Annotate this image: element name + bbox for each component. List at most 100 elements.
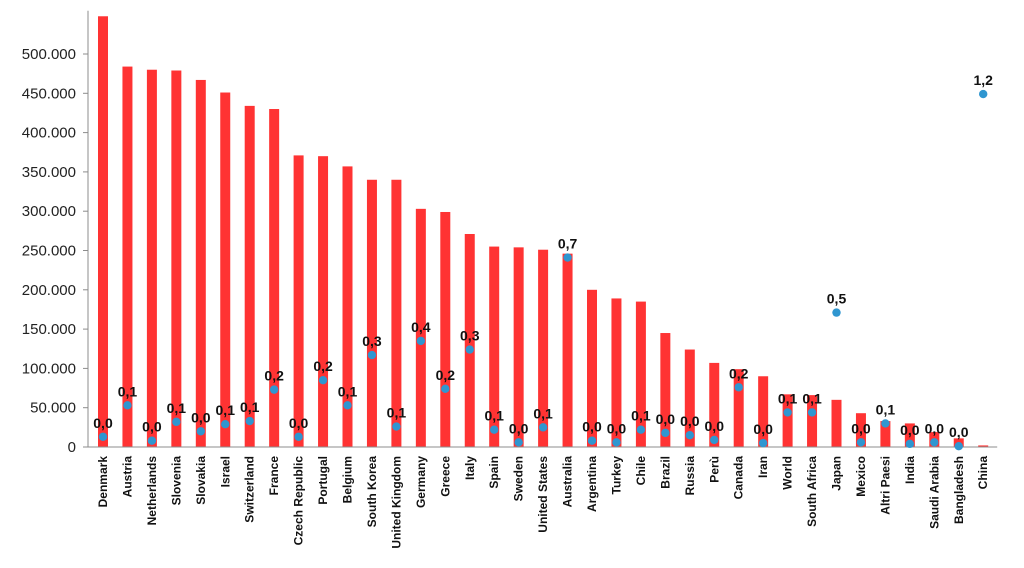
data-point xyxy=(343,401,352,410)
x-tick-label: Bangladesh xyxy=(952,456,966,524)
data-point xyxy=(734,383,743,392)
bar xyxy=(195,79,206,448)
data-label: 0,2 xyxy=(729,365,749,381)
bar xyxy=(171,70,182,448)
data-label: 0,2 xyxy=(313,358,333,374)
data-point xyxy=(930,438,939,447)
data-label: 1,2 xyxy=(973,72,993,88)
dot-labels: 0,0 0,1 0,0 0,1 0,0 0,1 0,1 0,2 0,0 0,2 0,1 0,3 0,1 0… xyxy=(93,72,993,440)
data-label: 0,7 xyxy=(558,236,578,252)
bar xyxy=(904,423,915,447)
bar xyxy=(807,395,818,447)
x-tick-label: United Kingdom xyxy=(389,456,403,549)
data-point xyxy=(905,439,915,449)
bar xyxy=(758,376,769,447)
data-label: 0,2 xyxy=(436,367,456,383)
data-point xyxy=(881,419,890,428)
x-tick-label: Mexico xyxy=(854,456,868,497)
bar xyxy=(342,166,353,447)
data-point xyxy=(294,432,303,441)
x-tick-label: Altri Paesi xyxy=(878,456,892,515)
data-point xyxy=(514,438,523,447)
data-label: 0,1 xyxy=(533,405,553,421)
data-point xyxy=(318,375,328,385)
data-label: 0,1 xyxy=(216,402,236,418)
data-point xyxy=(147,436,157,445)
data-label: 0,3 xyxy=(362,333,382,349)
bar xyxy=(293,155,304,448)
data-point xyxy=(832,308,841,317)
bar xyxy=(440,211,451,447)
y-tick-label: 150.000 xyxy=(22,321,76,338)
bar xyxy=(415,208,426,447)
bar xyxy=(244,105,255,447)
data-point xyxy=(441,384,450,394)
data-point xyxy=(367,350,377,360)
x-tick-label: Israel xyxy=(218,456,232,487)
data-label: 0,0 xyxy=(680,413,700,429)
x-tick-label: Austria xyxy=(120,456,134,498)
data-label: 0,1 xyxy=(118,383,138,399)
data-point xyxy=(416,336,426,346)
x-tick-label: World xyxy=(781,456,795,490)
y-tick-label: 350.000 xyxy=(22,164,76,181)
data-point xyxy=(123,401,132,410)
data-label: 0,1 xyxy=(484,408,504,424)
y-tick-label: 200.000 xyxy=(22,282,76,299)
data-label: 0,1 xyxy=(802,390,822,406)
data-point xyxy=(538,423,548,432)
data-point xyxy=(783,408,792,417)
data-label: 0,0 xyxy=(851,420,871,436)
bar xyxy=(513,247,524,447)
data-point xyxy=(710,435,719,445)
data-point xyxy=(465,345,474,354)
x-tick-label: Iran xyxy=(756,456,770,478)
bar xyxy=(318,156,329,447)
bar xyxy=(391,179,402,447)
x-tick-label: India xyxy=(903,456,917,484)
data-label: 0,0 xyxy=(607,420,627,436)
y-tick-label: 50.000 xyxy=(30,400,76,417)
bar xyxy=(489,246,500,447)
data-label: 0,0 xyxy=(949,424,969,440)
y-tick-label: 250.000 xyxy=(22,243,76,260)
y-tick-label: 100.000 xyxy=(22,360,76,377)
y-tick-label: 500.000 xyxy=(22,46,76,63)
bar xyxy=(366,179,377,447)
data-point xyxy=(245,416,254,426)
bar xyxy=(709,362,720,447)
bar xyxy=(978,445,989,447)
x-tick-label: Canada xyxy=(732,456,746,500)
data-label: 0,0 xyxy=(925,420,945,436)
x-tick-label: France xyxy=(267,456,281,496)
data-point xyxy=(636,425,646,434)
data-point xyxy=(563,253,572,262)
x-tick-label: Sweden xyxy=(512,456,526,501)
bar xyxy=(562,253,573,447)
bar xyxy=(220,92,231,447)
bar xyxy=(587,289,597,447)
x-tick-label: Brazil xyxy=(658,456,672,489)
data-point xyxy=(196,427,205,436)
data-label: 0,0 xyxy=(93,415,113,431)
x-tick-label: Netherlands xyxy=(145,456,159,526)
x-tick-label: China xyxy=(976,456,990,490)
data-label: 0,0 xyxy=(753,421,773,437)
data-point xyxy=(758,438,768,448)
data-label: 0,0 xyxy=(900,422,920,438)
data-point xyxy=(807,408,817,417)
y-axis: 0 50.000 100.000 150.000 200.000 250.000 300.0… xyxy=(22,10,89,456)
data-point xyxy=(98,432,108,441)
bar xyxy=(733,369,744,447)
data-point xyxy=(172,417,181,427)
bar xyxy=(146,69,157,447)
bar xyxy=(464,233,475,447)
x-tick-label: Saudi Arabia xyxy=(927,456,941,529)
data-label: 0,1 xyxy=(387,405,407,421)
bar xyxy=(782,394,793,447)
bars xyxy=(98,16,989,448)
data-point xyxy=(269,385,279,394)
data-label: 0,1 xyxy=(167,400,187,416)
